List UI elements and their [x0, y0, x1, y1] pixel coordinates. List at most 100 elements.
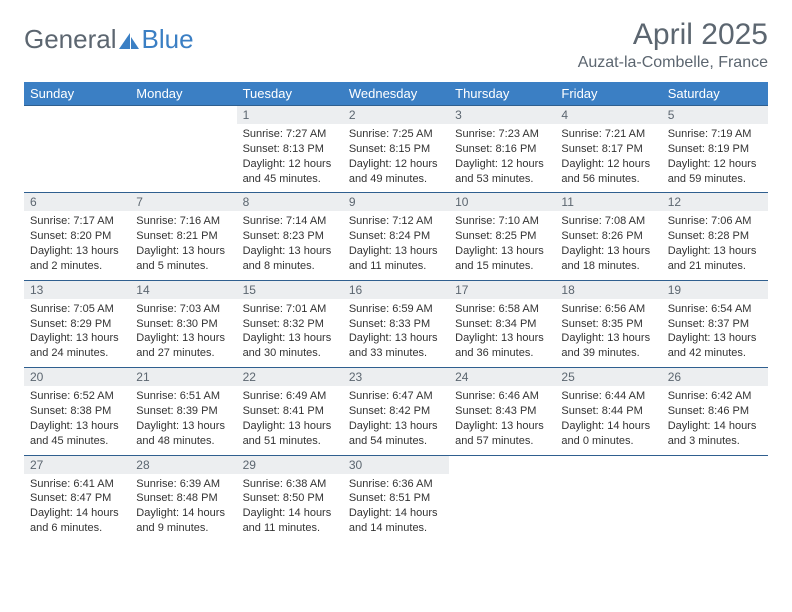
day-content-cell: Sunrise: 6:38 AMSunset: 8:50 PMDaylight:…	[237, 474, 343, 542]
day-content-cell: Sunrise: 6:42 AMSunset: 8:46 PMDaylight:…	[662, 386, 768, 455]
day-sr: Sunrise: 7:01 AM	[243, 302, 337, 317]
day-number-cell: 29	[237, 455, 343, 474]
day-d2: and 36 minutes.	[455, 346, 549, 361]
day-content-cell: Sunrise: 7:10 AMSunset: 8:25 PMDaylight:…	[449, 211, 555, 280]
day-d2: and 8 minutes.	[243, 259, 337, 274]
day-d1: Daylight: 13 hours	[561, 331, 655, 346]
day-d1: Daylight: 12 hours	[668, 157, 762, 172]
day-d2: and 39 minutes.	[561, 346, 655, 361]
day-sr: Sunrise: 6:58 AM	[455, 302, 549, 317]
weekday-header: Saturday	[662, 82, 768, 106]
day-content-cell	[130, 124, 236, 193]
day-number-cell: 23	[343, 368, 449, 387]
day-sr: Sunrise: 6:59 AM	[349, 302, 443, 317]
day-number-cell: 24	[449, 368, 555, 387]
day-sr: Sunrise: 7:19 AM	[668, 127, 762, 142]
day-d2: and 30 minutes.	[243, 346, 337, 361]
day-ss: Sunset: 8:46 PM	[668, 404, 762, 419]
day-content-cell: Sunrise: 7:23 AMSunset: 8:16 PMDaylight:…	[449, 124, 555, 193]
day-sr: Sunrise: 6:42 AM	[668, 389, 762, 404]
day-content-row: Sunrise: 6:41 AMSunset: 8:47 PMDaylight:…	[24, 474, 768, 542]
day-content-cell: Sunrise: 6:36 AMSunset: 8:51 PMDaylight:…	[343, 474, 449, 542]
day-number-cell: 2	[343, 106, 449, 125]
day-ss: Sunset: 8:44 PM	[561, 404, 655, 419]
day-d2: and 18 minutes.	[561, 259, 655, 274]
day-d2: and 53 minutes.	[455, 172, 549, 187]
day-sr: Sunrise: 6:41 AM	[30, 477, 124, 492]
day-d2: and 11 minutes.	[349, 259, 443, 274]
day-number-cell: 4	[555, 106, 661, 125]
day-number-cell: 26	[662, 368, 768, 387]
day-d1: Daylight: 12 hours	[349, 157, 443, 172]
day-d1: Daylight: 12 hours	[561, 157, 655, 172]
day-d1: Daylight: 13 hours	[349, 419, 443, 434]
day-content-row: Sunrise: 7:17 AMSunset: 8:20 PMDaylight:…	[24, 211, 768, 280]
day-content-row: Sunrise: 6:52 AMSunset: 8:38 PMDaylight:…	[24, 386, 768, 455]
day-content-cell: Sunrise: 7:14 AMSunset: 8:23 PMDaylight:…	[237, 211, 343, 280]
day-ss: Sunset: 8:28 PM	[668, 229, 762, 244]
weekday-header: Thursday	[449, 82, 555, 106]
day-ss: Sunset: 8:51 PM	[349, 491, 443, 506]
day-content-cell	[555, 474, 661, 542]
brand-sail-icon	[119, 27, 141, 45]
day-ss: Sunset: 8:17 PM	[561, 142, 655, 157]
day-sr: Sunrise: 7:10 AM	[455, 214, 549, 229]
day-content-cell	[24, 124, 130, 193]
day-d2: and 45 minutes.	[30, 434, 124, 449]
calendar-table: Sunday Monday Tuesday Wednesday Thursday…	[24, 82, 768, 542]
day-ss: Sunset: 8:19 PM	[668, 142, 762, 157]
day-content-cell: Sunrise: 6:41 AMSunset: 8:47 PMDaylight:…	[24, 474, 130, 542]
day-sr: Sunrise: 6:36 AM	[349, 477, 443, 492]
day-d2: and 48 minutes.	[136, 434, 230, 449]
day-number-cell: 15	[237, 280, 343, 299]
day-number-cell: 12	[662, 193, 768, 212]
day-d1: Daylight: 13 hours	[30, 331, 124, 346]
day-content-cell: Sunrise: 7:08 AMSunset: 8:26 PMDaylight:…	[555, 211, 661, 280]
day-d1: Daylight: 14 hours	[349, 506, 443, 521]
brand-logo: General Blue	[24, 18, 194, 55]
day-number-cell: 13	[24, 280, 130, 299]
day-d1: Daylight: 13 hours	[455, 331, 549, 346]
day-sr: Sunrise: 7:27 AM	[243, 127, 337, 142]
day-number-cell: 25	[555, 368, 661, 387]
day-sr: Sunrise: 7:16 AM	[136, 214, 230, 229]
day-content-cell: Sunrise: 7:16 AMSunset: 8:21 PMDaylight:…	[130, 211, 236, 280]
day-ss: Sunset: 8:33 PM	[349, 317, 443, 332]
day-ss: Sunset: 8:48 PM	[136, 491, 230, 506]
day-d1: Daylight: 13 hours	[561, 244, 655, 259]
day-ss: Sunset: 8:34 PM	[455, 317, 549, 332]
title-location: Auzat-la-Combelle, France	[578, 54, 768, 72]
brand-text-2: Blue	[142, 24, 194, 55]
day-sr: Sunrise: 7:23 AM	[455, 127, 549, 142]
day-d2: and 6 minutes.	[30, 521, 124, 536]
day-number-cell: 16	[343, 280, 449, 299]
day-number-cell: 28	[130, 455, 236, 474]
header: General Blue April 2025 Auzat-la-Combell…	[24, 18, 768, 72]
day-number-cell: 19	[662, 280, 768, 299]
day-sr: Sunrise: 6:39 AM	[136, 477, 230, 492]
day-sr: Sunrise: 6:44 AM	[561, 389, 655, 404]
day-sr: Sunrise: 7:17 AM	[30, 214, 124, 229]
day-d1: Daylight: 13 hours	[136, 331, 230, 346]
day-d1: Daylight: 12 hours	[243, 157, 337, 172]
day-d2: and 56 minutes.	[561, 172, 655, 187]
day-sr: Sunrise: 6:54 AM	[668, 302, 762, 317]
weekday-header: Monday	[130, 82, 236, 106]
day-number-cell: 18	[555, 280, 661, 299]
day-d1: Daylight: 13 hours	[455, 419, 549, 434]
calendar-page: General Blue April 2025 Auzat-la-Combell…	[0, 0, 792, 542]
day-d1: Daylight: 13 hours	[668, 331, 762, 346]
day-d1: Daylight: 14 hours	[561, 419, 655, 434]
day-d2: and 57 minutes.	[455, 434, 549, 449]
day-number-cell: 30	[343, 455, 449, 474]
day-d2: and 45 minutes.	[243, 172, 337, 187]
day-d1: Daylight: 13 hours	[243, 419, 337, 434]
day-content-cell: Sunrise: 6:46 AMSunset: 8:43 PMDaylight:…	[449, 386, 555, 455]
day-d2: and 54 minutes.	[349, 434, 443, 449]
brand-text-1: General	[24, 24, 117, 55]
day-number-cell: 11	[555, 193, 661, 212]
day-ss: Sunset: 8:16 PM	[455, 142, 549, 157]
day-ss: Sunset: 8:30 PM	[136, 317, 230, 332]
day-ss: Sunset: 8:41 PM	[243, 404, 337, 419]
day-d1: Daylight: 12 hours	[455, 157, 549, 172]
